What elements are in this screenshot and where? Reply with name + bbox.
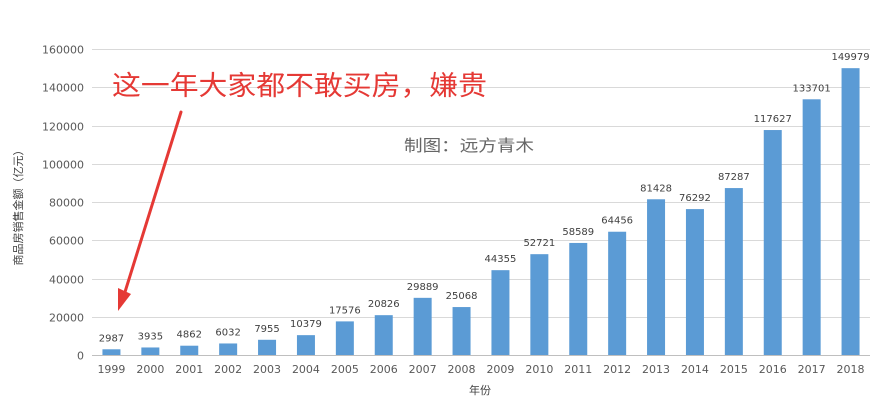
x-axis: 1999 2000 2001 2002 2003 2004 2005 2006 2007 2008… [97,363,864,376]
data-label-2006: 20826 [368,299,400,310]
bar-2004 [296,335,315,355]
y-tick-label: 40000 [49,274,84,287]
y-axis: 0 20000 40000 60000 80000 100000 120000 140000 1… [42,44,84,363]
credit-annotation: 制图：远方青木 [404,136,534,155]
bar-2015 [724,188,743,355]
data-label-1999: 2987 [99,333,124,344]
bar-2006 [374,315,393,355]
data-label-2008: 25068 [446,291,478,302]
data-labels: 2987 3935 4862 6032 7955 10379 17576 20826 29889… [99,52,870,344]
data-label-2017: 133701 [793,83,831,94]
x-tick-label-2007: 2007 [409,363,437,376]
bar-1999 [102,349,121,355]
data-label-2003: 7955 [254,324,279,335]
data-label-2004: 10379 [290,319,322,330]
bar-2005 [335,321,354,355]
x-tick-label-2004: 2004 [292,363,320,376]
bar-2003 [258,339,277,355]
bar-2002 [219,343,238,355]
bar-2017 [802,99,821,355]
y-tick-label: 80000 [49,197,84,210]
x-tick-label-2006: 2006 [370,363,398,376]
data-label-2010: 52721 [523,238,555,249]
bar-2007 [413,297,432,355]
arrow-shaft [123,110,183,294]
data-label-2016: 117627 [754,114,792,125]
data-label-2005: 17576 [329,305,361,316]
x-tick-label-2014: 2014 [681,363,709,376]
data-label-2012: 64456 [601,216,633,227]
x-tick-label-2001: 2001 [175,363,203,376]
data-label-2014: 76292 [679,193,711,204]
red-arrow-annotation [118,110,183,311]
bar-2012 [608,231,627,355]
data-label-2007: 29889 [407,282,439,293]
x-tick-label-2012: 2012 [603,363,631,376]
x-axis-title: 年份 [469,383,491,397]
data-label-2013: 81428 [640,183,672,194]
arrow-head [118,288,131,311]
data-label-2011: 58589 [562,227,594,238]
bar-2018 [841,68,860,355]
x-tick-label-2010: 2010 [525,363,553,376]
data-label-2009: 44355 [485,254,517,265]
x-tick-label-2016: 2016 [759,363,787,376]
bar-2000 [141,347,160,355]
y-tick-label: 140000 [42,82,84,95]
x-tick-label-1999: 1999 [97,363,125,376]
data-label-2002: 6032 [215,327,240,338]
y-tick-label: 120000 [42,121,84,134]
data-label-2000: 3935 [138,331,163,342]
bar-2014 [685,209,704,355]
x-tick-label-2011: 2011 [564,363,592,376]
bar-2016 [763,130,782,355]
gridlines [92,49,870,356]
x-tick-label-2009: 2009 [486,363,514,376]
y-tick-label: 100000 [42,159,84,172]
data-label-2018: 149979 [831,52,869,63]
data-label-2015: 87287 [718,172,750,183]
y-tick-label: 160000 [42,44,84,57]
x-tick-label-2002: 2002 [214,363,242,376]
bar-2008 [452,307,471,355]
y-tick-label: 60000 [49,235,84,248]
headline-annotation: 这一年大家都不敢买房，嫌贵 [112,71,487,102]
x-tick-label-2018: 2018 [837,363,865,376]
x-tick-label-2005: 2005 [331,363,359,376]
bar-2009 [491,270,510,355]
x-tick-label-2003: 2003 [253,363,281,376]
y-tick-label: 20000 [49,312,84,325]
bar-2013 [647,199,666,355]
data-label-2001: 4862 [177,330,202,341]
x-tick-label-2013: 2013 [642,363,670,376]
bars [102,68,860,355]
y-tick-label: 0 [77,350,84,363]
y-axis-title: 商品房销售金额（亿元） [11,145,25,266]
x-tick-label-2017: 2017 [798,363,826,376]
bar-2010 [530,254,549,355]
x-tick-label-2000: 2000 [136,363,164,376]
x-tick-label-2008: 2008 [448,363,476,376]
bar-2011 [569,242,588,355]
x-tick-label-2015: 2015 [720,363,748,376]
bar-2001 [180,345,199,355]
